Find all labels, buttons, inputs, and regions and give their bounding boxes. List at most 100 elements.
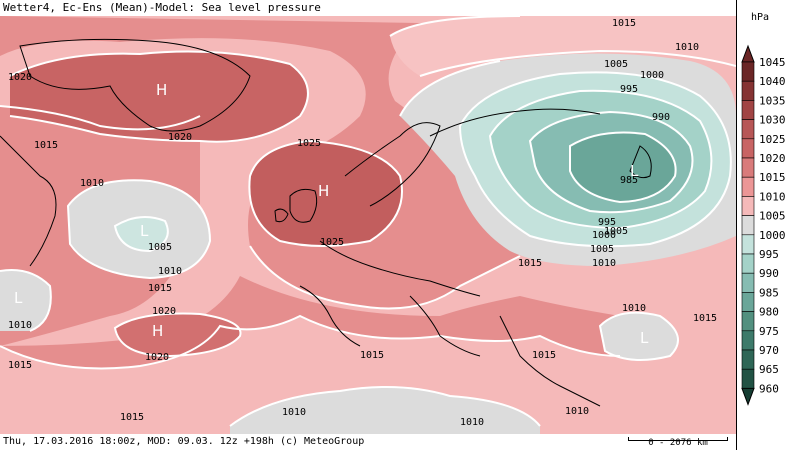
high-center-greenland: H xyxy=(156,81,167,99)
low-center-newfoundland: L xyxy=(140,222,149,240)
svg-text:1015: 1015 xyxy=(518,258,542,269)
legend-swatch xyxy=(741,119,755,140)
legend-level-label: 1030 xyxy=(759,114,786,127)
legend-swatch xyxy=(741,215,755,236)
field-1010-arabia xyxy=(600,312,678,360)
legend-swatch xyxy=(741,61,755,82)
high-center-britain: H xyxy=(318,182,329,200)
field-1015-north xyxy=(390,16,736,76)
legend-swatch xyxy=(741,292,755,312)
svg-text:1010: 1010 xyxy=(592,258,616,269)
scale-bar: 0 - 2076 km xyxy=(628,437,728,449)
legend-swatch xyxy=(741,80,755,101)
svg-text:985: 985 xyxy=(620,175,638,186)
legend-swatch xyxy=(741,138,755,159)
legend-swatch xyxy=(741,311,755,332)
legend-swatch xyxy=(741,100,755,120)
svg-text:1000: 1000 xyxy=(592,230,616,241)
legend-swatch xyxy=(741,349,755,370)
map-canvas: 1015 1010 1005 1000 995 990 985 1020 102… xyxy=(0,16,736,434)
high-center-atlantic: H xyxy=(152,322,163,340)
svg-text:1000: 1000 xyxy=(640,70,664,81)
svg-text:1005: 1005 xyxy=(590,244,614,255)
isobars xyxy=(0,16,736,427)
svg-text:1010: 1010 xyxy=(675,42,699,53)
chart-title: Wetter4, Ec-Ens (Mean)-Model: Sea level … xyxy=(0,0,736,16)
low-center-far-west: L xyxy=(14,289,23,307)
field-1015 xyxy=(0,16,520,309)
legend-arrow-top xyxy=(741,44,755,63)
svg-text:1020: 1020 xyxy=(8,72,32,83)
svg-text:1020: 1020 xyxy=(168,132,192,143)
legend-swatch xyxy=(741,272,755,293)
legend-level-label: 1025 xyxy=(759,133,786,146)
legend-level-label: 1045 xyxy=(759,56,786,69)
legend-swatch xyxy=(741,330,755,351)
svg-text:1010: 1010 xyxy=(158,266,182,277)
legend-level-label: 965 xyxy=(759,363,779,376)
legend-level-label: 1020 xyxy=(759,152,786,165)
legend-colorbar: 1045 1040 1035 1030 1025 1020 1015 1010 1005 1000… xyxy=(741,44,786,406)
legend-level-label: 1015 xyxy=(759,171,786,184)
legend-level-label: 985 xyxy=(759,286,779,299)
pressure-legend: hPa 1045 1040 1035 1030 1025 1020 1015 1010 1005… xyxy=(736,0,800,450)
field-1010-sahara xyxy=(230,387,540,434)
legend-swatch xyxy=(741,368,755,389)
svg-text:1015: 1015 xyxy=(612,18,636,29)
svg-text:1010: 1010 xyxy=(622,303,646,314)
legend-swatch xyxy=(741,234,755,255)
legend-level-label: 975 xyxy=(759,325,779,338)
svg-text:1015: 1015 xyxy=(532,350,556,361)
legend-level-label: 1040 xyxy=(759,75,786,88)
svg-text:1015: 1015 xyxy=(120,412,144,423)
low-center-russia: L xyxy=(630,162,639,180)
legend-level-label: 1010 xyxy=(759,190,786,203)
svg-text:995: 995 xyxy=(620,84,638,95)
legend-level-label: 995 xyxy=(759,248,779,261)
svg-text:1015: 1015 xyxy=(8,360,32,371)
low-center-arabia: L xyxy=(640,329,649,347)
legend-level-label: 960 xyxy=(759,382,779,395)
svg-text:995: 995 xyxy=(598,217,616,228)
scale-bar-label: 0 - 2076 km xyxy=(648,438,708,448)
pressure-map: 1015 1010 1005 1000 995 990 985 1020 102… xyxy=(0,16,736,434)
coastlines xyxy=(0,38,652,407)
legend-level-label: 970 xyxy=(759,344,779,357)
svg-text:990: 990 xyxy=(652,112,670,123)
field-985-russia xyxy=(570,132,676,202)
svg-text:1010: 1010 xyxy=(80,178,104,189)
legend-arrow-bottom xyxy=(741,387,755,406)
svg-text:1015: 1015 xyxy=(693,313,717,324)
scale-bar-line xyxy=(628,437,728,441)
svg-text:1005: 1005 xyxy=(148,242,172,253)
svg-text:1010: 1010 xyxy=(282,407,306,418)
legend-swatch xyxy=(741,176,755,197)
contour-labels: 1015 1010 1005 1000 995 990 985 1020 102… xyxy=(8,18,717,428)
legend-swatch xyxy=(741,157,755,178)
legend-level-label: 1000 xyxy=(759,229,786,242)
svg-text:1005: 1005 xyxy=(604,59,628,70)
footer-info: Thu, 17.03.2016 18:00z, MOD: 09.03. 12z … xyxy=(0,434,736,450)
legend-swatch xyxy=(741,253,755,274)
svg-text:1010: 1010 xyxy=(565,406,589,417)
field-1020-subtropic xyxy=(115,313,241,356)
field-1025-high xyxy=(249,141,402,246)
svg-text:1010: 1010 xyxy=(460,417,484,428)
field-1020-greenland xyxy=(10,51,308,142)
svg-text:1015: 1015 xyxy=(148,283,172,294)
legend-level-label: 1035 xyxy=(759,94,786,107)
svg-text:1025: 1025 xyxy=(320,237,344,248)
legend-unit: hPa xyxy=(751,12,770,23)
field-1005-low-west xyxy=(115,217,168,251)
svg-text:1020: 1020 xyxy=(145,352,169,363)
legend-level-label: 980 xyxy=(759,306,779,319)
svg-text:1020: 1020 xyxy=(152,306,176,317)
svg-text:1025: 1025 xyxy=(297,138,321,149)
legend-level-label: 1005 xyxy=(759,210,786,223)
legend-swatch xyxy=(741,196,755,216)
legend-level-label: 990 xyxy=(759,267,779,280)
svg-text:1005: 1005 xyxy=(604,226,628,237)
svg-text:1015: 1015 xyxy=(34,140,58,151)
field-1010-low-far-west xyxy=(0,270,51,331)
svg-text:1015: 1015 xyxy=(360,350,384,361)
